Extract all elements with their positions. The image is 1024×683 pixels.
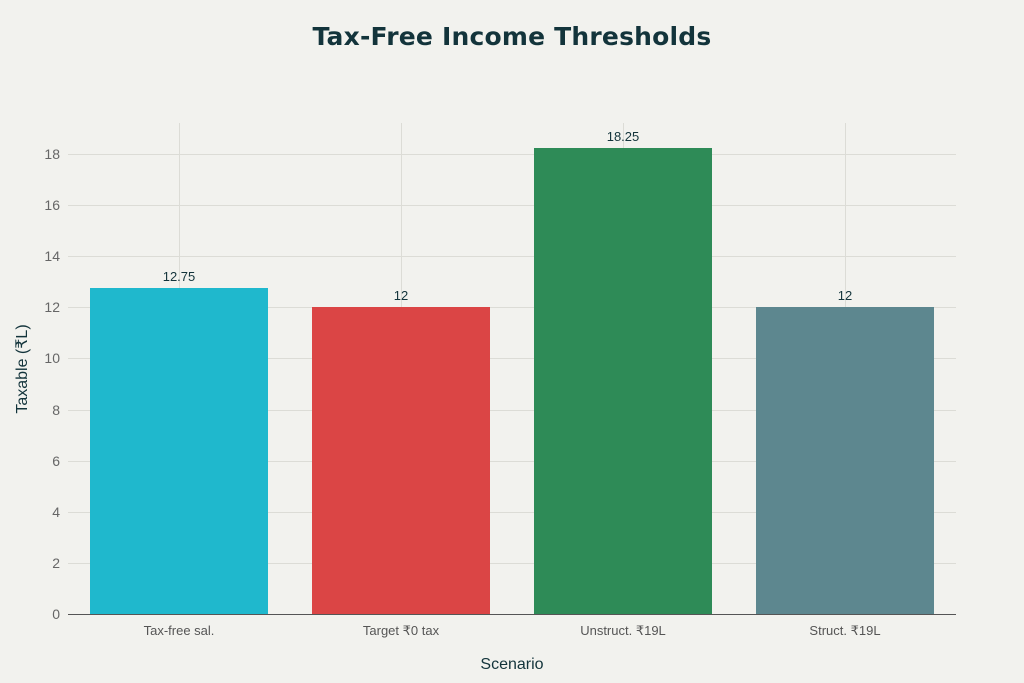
y-tick-label: 2 <box>52 554 60 571</box>
chart-title: Tax-Free Income Thresholds <box>312 22 712 51</box>
bar-0[interactable] <box>90 288 268 614</box>
y-axis-label: Taxable (₹L) <box>14 324 31 414</box>
x-tick-label: Tax-free sal. <box>143 623 215 638</box>
bar-3[interactable] <box>756 307 934 614</box>
y-tick-label: 18 <box>44 146 60 162</box>
y-tick-label: 12 <box>44 299 60 316</box>
y-tick-label: 8 <box>52 401 60 418</box>
bar-2[interactable] <box>534 147 712 614</box>
gridline-horizontal <box>68 562 956 564</box>
x-tick-label: Unstruct. ₹19L <box>580 623 666 638</box>
gridline-horizontal <box>68 409 956 411</box>
x-axis-line <box>68 614 956 615</box>
gridline-horizontal <box>68 154 956 155</box>
bar-value-label: 18.25 <box>606 128 640 144</box>
bar-value-label: 12.75 <box>162 269 196 285</box>
x-tick-label: Target ₹0 tax <box>362 623 440 638</box>
y-tick-label: 6 <box>52 452 60 469</box>
gridline-horizontal <box>68 511 956 513</box>
gridline-horizontal <box>68 358 956 360</box>
x-tick-label: Struct. ₹19L <box>809 623 881 638</box>
y-tick-label: 4 <box>52 503 60 520</box>
gridline-horizontal <box>68 307 956 309</box>
x-axis-label: Scenario <box>480 656 544 673</box>
y-tick-label: 10 <box>44 350 60 367</box>
bar-value-label: 12 <box>837 288 853 304</box>
y-tick-label: 16 <box>44 197 60 214</box>
bar-value-label: 12 <box>393 288 409 304</box>
gridline-horizontal <box>68 256 956 258</box>
gridline-horizontal <box>68 205 956 207</box>
y-tick-label: 14 <box>44 248 60 265</box>
gridline-horizontal <box>68 460 956 462</box>
y-tick-label: 0 <box>52 606 60 622</box>
bar-1[interactable] <box>312 307 490 614</box>
